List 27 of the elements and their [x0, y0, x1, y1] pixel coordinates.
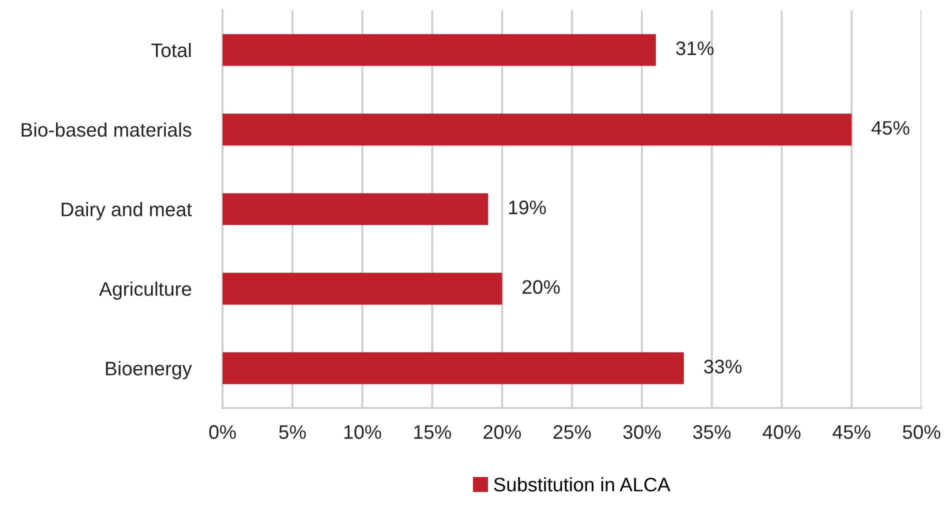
legend-label: Substitution in ALCA [494, 477, 670, 492]
x-tick-label: 50% [902, 425, 940, 439]
y-tick-label: Dairy and meat [62, 202, 192, 220]
x-tick-label: 45% [832, 425, 870, 439]
bar [222, 34, 656, 66]
text: 31% [676, 41, 714, 56]
text: 33% [704, 360, 742, 374]
x-tick-label: 0% [209, 425, 236, 439]
bar [222, 193, 488, 226]
x-tick-label: 20% [484, 425, 521, 439]
x-tick-label: 5% [279, 425, 306, 439]
x-tick-label: 30% [623, 425, 661, 439]
y-tick-label: Bio-based materials [22, 122, 192, 137]
text: 45% [872, 121, 910, 135]
bar [222, 114, 852, 146]
x-tick-label: 10% [344, 425, 382, 439]
x-tick-label: 25% [554, 425, 591, 439]
bar [222, 352, 684, 384]
x-tick-label: 15% [414, 425, 451, 439]
y-tick-label: Agriculture [99, 282, 192, 300]
y-tick-label: Total [151, 42, 191, 58]
x-tick-label: 40% [762, 425, 800, 439]
y-tick-label: Bioenergy [106, 361, 192, 380]
x-tick-label: 35% [693, 425, 731, 439]
text: 19% [509, 200, 546, 214]
bar [222, 272, 502, 305]
text: 20% [522, 280, 560, 294]
